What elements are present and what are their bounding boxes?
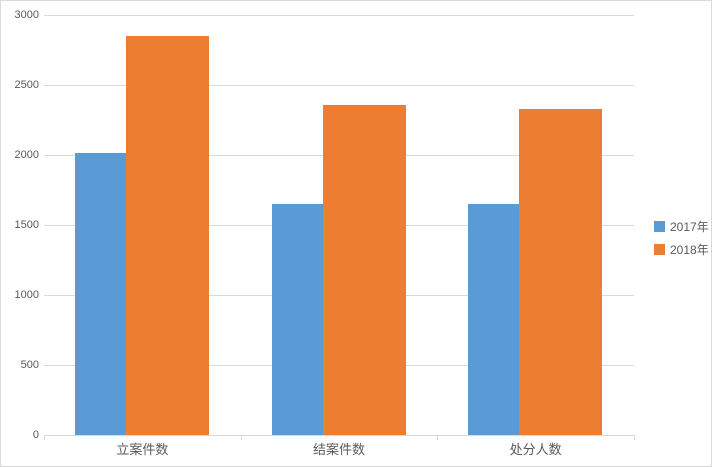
x-category-label: 立案件数 xyxy=(116,442,169,457)
y-tick-label: 1000 xyxy=(14,289,39,301)
y-tick-label: 0 xyxy=(32,429,39,441)
x-axis-line xyxy=(44,435,634,436)
legend: 2017年 2018年 xyxy=(654,218,709,258)
bar-2018年-立案件数 xyxy=(126,36,209,435)
legend-item-2017年: 2017年 xyxy=(654,218,709,235)
x-axis-tick xyxy=(634,435,635,440)
bar-2018年-结案件数 xyxy=(322,105,406,435)
bar-2018年-处分人数 xyxy=(519,108,603,435)
x-axis-tick xyxy=(240,435,242,440)
legend-swatch-icon xyxy=(654,221,665,232)
legend-item-2018年: 2018年 xyxy=(654,241,709,258)
x-axis-tick xyxy=(437,435,439,440)
y-tick-label: 2000 xyxy=(14,149,39,161)
y-tick-label: 500 xyxy=(20,359,39,371)
y-gridline xyxy=(44,85,634,86)
bar-2017年-结案件数 xyxy=(271,204,323,435)
y-gridline xyxy=(44,15,634,16)
x-category-label: 处分人数 xyxy=(509,442,562,457)
bar-2017年-处分人数 xyxy=(468,204,520,435)
legend-label: 2017年 xyxy=(670,220,709,234)
y-tick-label: 2500 xyxy=(14,79,39,91)
x-axis-tick xyxy=(44,435,45,440)
bar-2017年-立案件数 xyxy=(75,152,126,435)
legend-label: 2018年 xyxy=(670,243,709,257)
legend-swatch-icon xyxy=(654,244,665,255)
y-tick-label: 1500 xyxy=(14,219,39,231)
x-category-label: 结案件数 xyxy=(312,442,365,457)
y-tick-label: 3000 xyxy=(14,9,39,21)
